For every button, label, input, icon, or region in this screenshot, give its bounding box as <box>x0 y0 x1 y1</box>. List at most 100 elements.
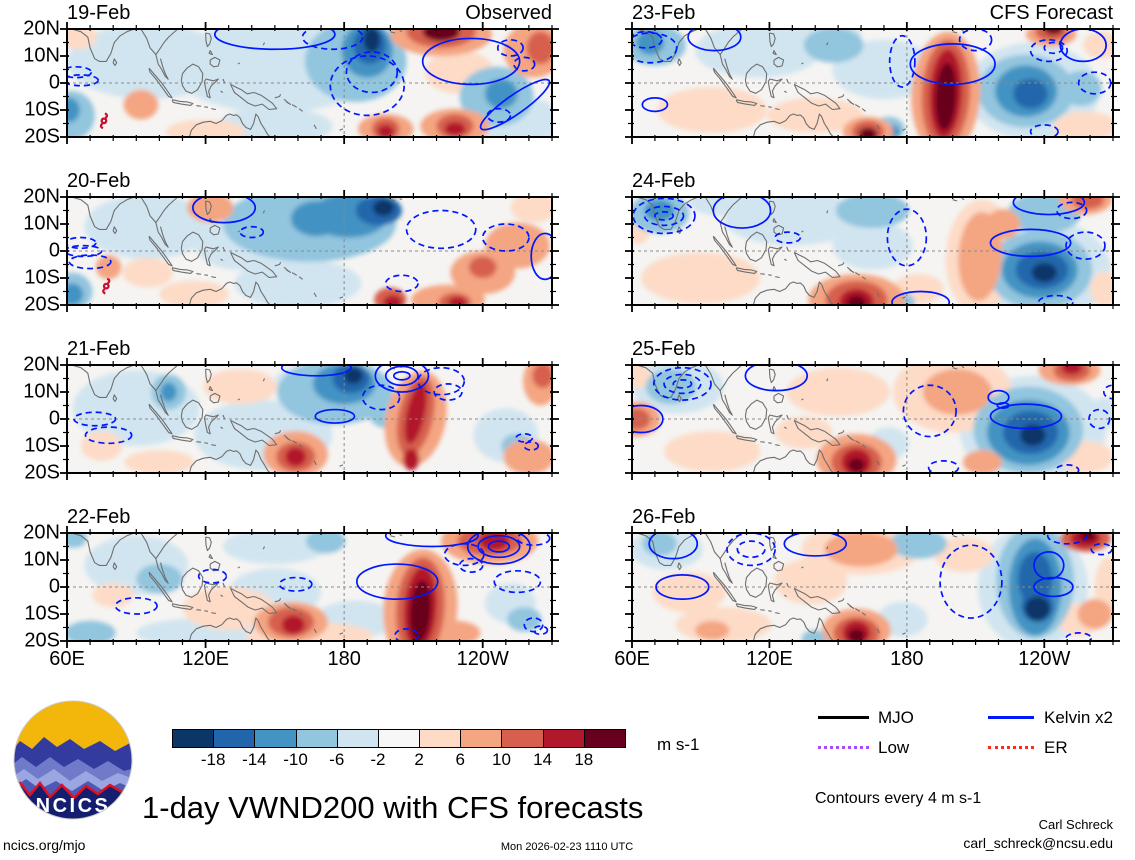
legend-label-mjo: MJO <box>878 708 914 727</box>
panel-date: 22-Feb <box>67 506 131 528</box>
lat-axis-label: 0 <box>48 239 60 262</box>
lat-axis-label: 0 <box>48 575 60 598</box>
lon-axis-label: 180 <box>327 648 361 670</box>
colorbar-cell <box>295 729 338 748</box>
column-title: Observed <box>465 2 552 24</box>
coastlines <box>636 29 965 137</box>
panel-date: 23-Feb <box>632 2 696 24</box>
lat-axis-label: 10N <box>23 212 60 235</box>
contour-note: Contours every 4 m s-1 <box>815 790 982 807</box>
coastlines <box>636 197 965 305</box>
map-panel-22-Feb <box>60 526 559 648</box>
anomaly-field <box>67 29 552 137</box>
panel-date: 20-Feb <box>67 170 131 192</box>
colorbar-tick-label: 10 <box>491 750 511 769</box>
legend-label-kelvin: Kelvin x2 <box>1044 708 1113 727</box>
legend-line-er <box>988 746 1034 749</box>
tropical-cyclone-icon <box>102 277 111 295</box>
kelvin-contours <box>632 365 1113 473</box>
colorbar-tick-label: 18 <box>574 750 594 769</box>
lon-axis-label: 120E <box>182 648 229 670</box>
kelvin-contours <box>114 533 551 641</box>
colorbar-cell <box>542 729 585 748</box>
anomaly-field <box>67 533 542 641</box>
ncics-logo: NCICS <box>13 700 133 820</box>
legend-label-low: Low <box>878 738 910 757</box>
lon-axis-label: 120W <box>1018 648 1071 670</box>
lat-axis-label: 0 <box>48 71 60 94</box>
credit-name: Carl Schreck <box>1038 817 1113 832</box>
lat-axis-label: 10S <box>24 266 60 289</box>
colorbar: -18 -14 -10 -6 -2 2 6 10 14 18 <box>172 729 626 774</box>
lon-axis-label: 120W <box>456 648 509 670</box>
page-title: 1-day VWND200 with CFS forecasts <box>142 790 644 825</box>
anomaly-field <box>632 365 1113 473</box>
legend-label-er: ER <box>1044 738 1068 757</box>
lon-axis-label: 180 <box>890 648 924 670</box>
lat-axis-label: 20N <box>23 353 60 376</box>
colorbar-cell <box>377 729 421 748</box>
colorbar-tick-label: 14 <box>533 750 553 769</box>
anomaly-field <box>632 197 1113 305</box>
panel-date: 19-Feb <box>67 2 131 24</box>
lat-axis-label: 10S <box>24 434 60 457</box>
lat-axis-label: 20S <box>24 293 60 316</box>
coastlines <box>71 365 403 473</box>
legend-line-kelvin <box>988 716 1034 719</box>
lat-axis-label: 20N <box>23 521 60 544</box>
colorbar-tick-label: 2 <box>414 750 424 769</box>
map-panel-20-Feb <box>60 190 559 312</box>
logo-text: NCICS <box>36 795 111 817</box>
map-panel-23-Feb <box>625 22 1120 144</box>
colorbar-tick-label: -2 <box>370 750 386 769</box>
colorbar-tick-label: -6 <box>329 750 345 769</box>
colorbar-units-label: m s-1 <box>657 735 700 754</box>
coastlines <box>71 197 403 305</box>
map-panel-19-Feb <box>60 22 559 144</box>
lat-axis-label: 20S <box>24 125 60 148</box>
credit-email: carl_schreck@ncsu.edu <box>963 835 1113 851</box>
lat-axis-label: 10N <box>23 44 60 67</box>
legend-line-low <box>818 746 869 749</box>
colorbar-tick-label: -10 <box>283 750 308 769</box>
colorbar-cell <box>172 729 215 748</box>
panel-date: 21-Feb <box>67 338 131 360</box>
anomaly-field <box>632 533 1113 641</box>
lat-axis-label: 0 <box>48 407 60 430</box>
tropical-cyclone-icon <box>99 112 109 130</box>
colorbar-tick-label: -18 <box>200 750 226 769</box>
coastlines <box>636 533 965 641</box>
colorbar-cell <box>583 729 626 748</box>
anomaly-field <box>72 365 552 473</box>
coastlines <box>71 29 403 137</box>
lat-axis-label: 10S <box>24 98 60 121</box>
colorbar-cell <box>254 729 297 748</box>
timestamp: Mon 2026-02-23 1110 UTC <box>500 841 634 853</box>
colorbar-cell <box>419 729 462 748</box>
lat-axis-label: 20S <box>24 461 60 484</box>
map-panel-21-Feb <box>60 358 559 480</box>
lon-axis-label: 60E <box>614 648 650 670</box>
lat-axis-label: 10N <box>23 548 60 571</box>
lat-axis-label: 20N <box>23 17 60 40</box>
colorbar-tick-label: -14 <box>242 750 267 769</box>
colorbar-cell <box>501 729 544 748</box>
map-panel-24-Feb <box>625 190 1120 312</box>
lon-axis-label: 60E <box>49 648 85 670</box>
lat-axis-label: 20N <box>23 185 60 208</box>
map-panel-26-Feb <box>625 526 1120 648</box>
column-title: CFS Forecast <box>989 2 1113 24</box>
colorbar-tick-label: 6 <box>455 750 465 769</box>
kelvin-contours <box>632 29 1112 137</box>
legend-line-mjo <box>818 716 869 719</box>
lat-axis-label: 20S <box>24 629 60 652</box>
colorbar-cell <box>336 729 379 748</box>
colorbar-cell <box>213 729 256 748</box>
lat-axis-label: 10S <box>24 602 60 625</box>
map-panel-25-Feb <box>625 358 1120 480</box>
panel-date: 25-Feb <box>632 338 696 360</box>
colorbar-cell <box>460 729 503 748</box>
site-url: ncics.org/mjo <box>3 837 86 853</box>
panel-date: 24-Feb <box>632 170 696 192</box>
